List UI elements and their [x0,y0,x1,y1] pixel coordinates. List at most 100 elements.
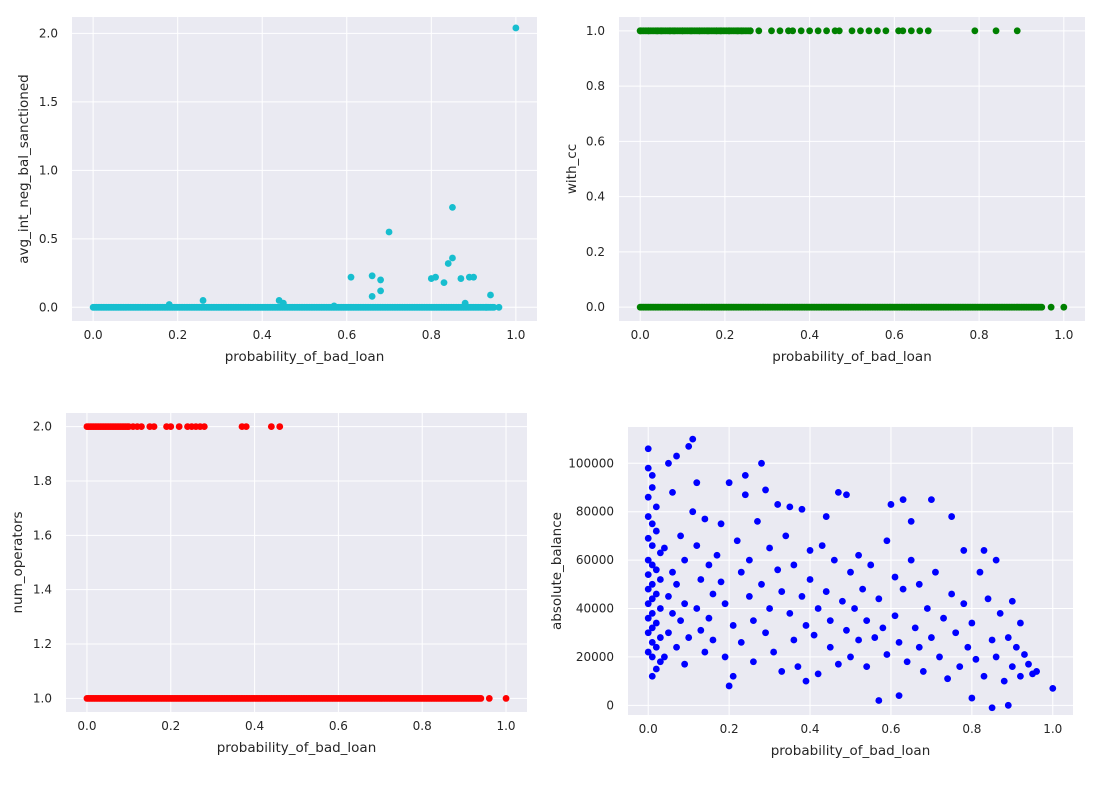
data-point [915,643,923,651]
data-point [717,578,725,586]
data-point [798,593,806,600]
data-point [830,556,838,564]
data-point [644,464,652,472]
data-point [770,648,778,656]
x-axis-label: probability_of_bad_loan [225,349,385,365]
data-point [652,643,660,651]
subplot-bottom-right-absolute-balance: 0.0 0.2 0.4 0.6 0.8 1.0 0 20000 40000 60000 80000 1… [549,427,1073,759]
data-point [661,653,668,661]
data-points [636,27,1068,311]
data-point [964,643,972,651]
data-point [786,609,794,617]
data-points [644,435,1057,712]
y-tick-label: 0.8 [586,79,605,93]
data-point [774,501,782,508]
y-tick-label: 0.4 [586,190,605,204]
data-point [165,301,173,308]
data-point [826,643,834,651]
data-point [347,273,355,281]
data-point [768,27,775,35]
y-tick-label: 0.0 [586,300,605,314]
data-point [750,658,757,666]
data-point [1017,672,1024,680]
data-point [891,612,899,620]
data-point [656,549,664,557]
x-tick-label: 0.8 [422,328,441,342]
data-point [923,605,931,612]
x-tick-label: 0.0 [77,719,96,733]
y-tick-label: 2.0 [39,26,58,40]
data-point [449,254,456,262]
data-point [444,260,452,267]
data-point [648,595,656,603]
data-point [1012,643,1020,651]
y-tick-label: 100000 [568,456,614,470]
x-tick-label: 0.0 [639,722,658,736]
data-point [903,658,911,666]
data-point [806,27,814,35]
data-point [1021,651,1028,658]
data-point [685,634,693,641]
data-point [495,303,503,311]
data-point [368,272,376,280]
y-tick-label: 0 [606,698,614,712]
data-point [693,479,701,487]
data-point [648,542,656,549]
data-point [279,299,287,307]
data-point [875,697,883,704]
data-point [644,556,652,564]
data-point [648,624,656,632]
data-point [733,537,741,545]
data-point [754,517,761,525]
data-point [899,496,907,504]
x-tick-label: 0.8 [970,328,989,342]
y-tick-label: 1.2 [33,637,52,651]
data-point [648,580,656,588]
data-point [762,629,769,637]
x-tick-label: 0.4 [245,719,264,733]
data-point [729,622,737,629]
data-point [138,423,145,430]
data-point [984,595,992,603]
data-point [988,704,996,712]
data-point [677,617,684,625]
data-point [928,634,935,641]
x-tick-label: 0.4 [253,328,272,342]
data-point [330,302,338,310]
x-tick-label: 0.6 [881,722,900,736]
data-point [656,634,664,641]
x-tick-label: 1.0 [496,719,515,733]
data-point [843,626,850,634]
x-axis-label: probability_of_bad_loan [771,743,931,759]
data-point [980,547,988,554]
data-point [679,27,686,35]
data-point [794,663,802,670]
data-point [924,27,932,35]
data-point [802,677,810,685]
data-point [1049,684,1057,692]
data-point [774,566,782,574]
y-tick-label: 20000 [576,650,614,664]
data-point [847,568,854,576]
data-point [835,27,843,35]
data-point [980,672,988,680]
data-point [944,675,951,683]
data-point [725,682,733,690]
data-point [891,573,899,581]
data-point [648,672,656,680]
data-point [1008,597,1016,605]
data-point [776,27,784,35]
data-point [915,580,923,588]
data-point [705,614,713,622]
data-point [696,27,703,35]
x-axis-label: probability_of_bad_loan [217,740,377,756]
y-tick-label: 0.5 [39,232,58,246]
data-point [899,27,907,35]
data-point [693,605,701,612]
data-point [673,643,680,651]
data-point [512,24,520,32]
data-point [669,488,676,496]
data-point [879,624,887,632]
data-point [863,617,871,625]
data-point [689,508,697,516]
